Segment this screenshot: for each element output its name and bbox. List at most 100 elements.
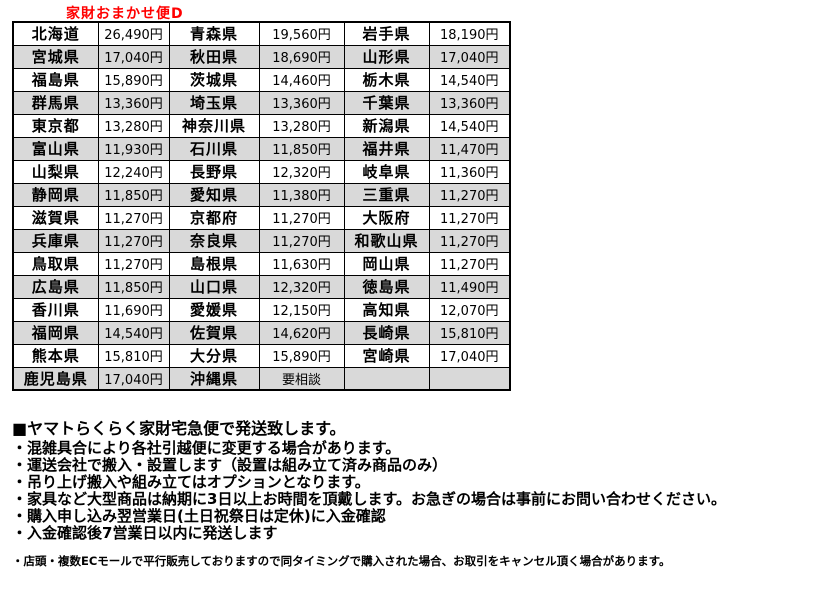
table-row: 滋賀県 11,270円 京都府 11,270円 大阪府 11,270円 [12,205,511,230]
table-row: 東京都 13,280円 神奈川県 13,280円 新潟県 14,540円 [12,113,511,138]
table-row: 広島県 11,850円 山口県 12,320円 徳島県 11,490円 [12,274,511,299]
prefecture-cell: 沖縄県 [168,366,260,391]
prefecture-cell: 高知県 [343,297,430,322]
prefecture-cell: 千葉県 [343,90,430,115]
price-cell: 12,240円 [97,159,170,184]
note-bullet: ・家具など大型商品は納期に3日以上お時間を頂戴します。お急ぎの場合は事前にお問い… [12,490,726,508]
price-cell: 14,620円 [258,320,345,345]
table-row: 鳥取県 11,270円 島根県 11,630円 岡山県 11,270円 [12,251,511,276]
price-cell: 11,270円 [97,228,170,253]
price-cell: 12,320円 [258,274,345,299]
price-cell: 11,270円 [428,251,511,276]
price-cell: 11,270円 [428,205,511,230]
prefecture-cell: 大阪府 [343,205,430,230]
prefecture-cell [343,366,430,391]
table-row: 北海道 26,490円 青森県 19,560円 岩手県 18,190円 [12,21,511,46]
notes-heading: ■ヤマトらくらく家財宅急便で発送致します。 [12,419,346,438]
prefecture-cell: 富山県 [12,136,99,161]
prefecture-cell: 三重県 [343,182,430,207]
notes-bullet-list: ・混雑具合により各社引越便に変更する場合があります。 ・運送会社で搬入・設置します… [12,440,726,542]
price-cell: 11,850円 [97,274,170,299]
prefecture-cell: 神奈川県 [168,113,260,138]
prefecture-cell: 鹿児島県 [12,366,99,391]
price-cell: 11,270円 [97,251,170,276]
price-cell: 11,270円 [428,228,511,253]
price-cell: 12,150円 [258,297,345,322]
table-row: 群馬県 13,360円 埼玉県 13,360円 千葉県 13,360円 [12,90,511,115]
prefecture-cell: 埼玉県 [168,90,260,115]
prefecture-cell: 山梨県 [12,159,99,184]
table-row: 富山県 11,930円 石川県 11,850円 福井県 11,470円 [12,136,511,161]
price-cell: 11,490円 [428,274,511,299]
table-row: 福岡県 14,540円 佐賀県 14,620円 長崎県 15,810円 [12,320,511,345]
table-row: 福島県 15,890円 茨城県 14,460円 栃木県 14,540円 [12,67,511,92]
prefecture-cell: 京都府 [168,205,260,230]
prefecture-cell: 青森県 [168,21,260,46]
price-cell: 18,190円 [428,21,511,46]
prefecture-cell: 島根県 [168,251,260,276]
prefecture-cell: 静岡県 [12,182,99,207]
price-cell: 11,380円 [258,182,345,207]
price-cell: 13,280円 [258,113,345,138]
prefecture-cell: 福井県 [343,136,430,161]
price-cell: 14,460円 [258,67,345,92]
prefecture-cell: 香川県 [12,297,99,322]
prefecture-cell: 秋田県 [168,44,260,69]
prefecture-cell: 岐阜県 [343,159,430,184]
prefecture-cell: 栃木県 [343,67,430,92]
prefecture-cell: 大分県 [168,343,260,368]
price-cell: 要相談 [258,366,345,391]
price-cell: 13,360円 [428,90,511,115]
table-title: 家財おまかせ便D [66,6,184,22]
price-cell: 11,850円 [258,136,345,161]
price-cell: 17,040円 [97,44,170,69]
price-cell [428,366,511,391]
prefecture-cell: 滋賀県 [12,205,99,230]
prefecture-cell: 岩手県 [343,21,430,46]
prefecture-cell: 長野県 [168,159,260,184]
price-cell: 11,270円 [428,182,511,207]
price-cell: 11,930円 [97,136,170,161]
price-cell: 11,850円 [97,182,170,207]
price-cell: 19,560円 [258,21,345,46]
price-cell: 17,040円 [428,343,511,368]
price-cell: 11,270円 [258,228,345,253]
price-cell: 26,490円 [97,21,170,46]
prefecture-cell: 宮崎県 [343,343,430,368]
table-row: 宮城県 17,040円 秋田県 18,690円 山形県 17,040円 [12,44,511,69]
prefecture-cell: 愛媛県 [168,297,260,322]
price-cell: 12,320円 [258,159,345,184]
prefecture-cell: 新潟県 [343,113,430,138]
price-cell: 11,270円 [97,205,170,230]
prefecture-cell: 山形県 [343,44,430,69]
price-cell: 14,540円 [97,320,170,345]
price-cell: 11,470円 [428,136,511,161]
price-cell: 11,690円 [97,297,170,322]
prefecture-cell: 広島県 [12,274,99,299]
prefecture-cell: 熊本県 [12,343,99,368]
prefecture-cell: 岡山県 [343,251,430,276]
table-row: 熊本県 15,810円 大分県 15,890円 宮崎県 17,040円 [12,343,511,368]
table-row: 香川県 11,690円 愛媛県 12,150円 高知県 12,070円 [12,297,511,322]
price-cell: 11,630円 [258,251,345,276]
table-row: 兵庫県 11,270円 奈良県 11,270円 和歌山県 11,270円 [12,228,511,253]
note-bullet: ・運送会社で搬入・設置します（設置は組み立て済み商品のみ） [12,456,448,474]
price-cell: 15,810円 [97,343,170,368]
fine-print-note: ・店頭・複数ECモールで平行販売しておりますので同タイミングで購入された場合、お… [12,554,671,568]
prefecture-cell: 徳島県 [343,274,430,299]
price-cell: 13,360円 [258,90,345,115]
note-bullet: ・購入申し込み翌営業日(土日祝祭日は定休)に入金確認 [12,507,386,525]
prefecture-cell: 長崎県 [343,320,430,345]
price-cell: 18,690円 [258,44,345,69]
prefecture-cell: 奈良県 [168,228,260,253]
price-cell: 12,070円 [428,297,511,322]
table-row: 鹿児島県 17,040円 沖縄県 要相談 [12,366,511,391]
price-cell: 11,360円 [428,159,511,184]
prefecture-cell: 佐賀県 [168,320,260,345]
prefecture-cell: 宮城県 [12,44,99,69]
table-row: 静岡県 11,850円 愛知県 11,380円 三重県 11,270円 [12,182,511,207]
price-cell: 15,890円 [258,343,345,368]
note-bullet: ・混雑具合により各社引越便に変更する場合があります。 [12,439,401,457]
prefecture-cell: 愛知県 [168,182,260,207]
